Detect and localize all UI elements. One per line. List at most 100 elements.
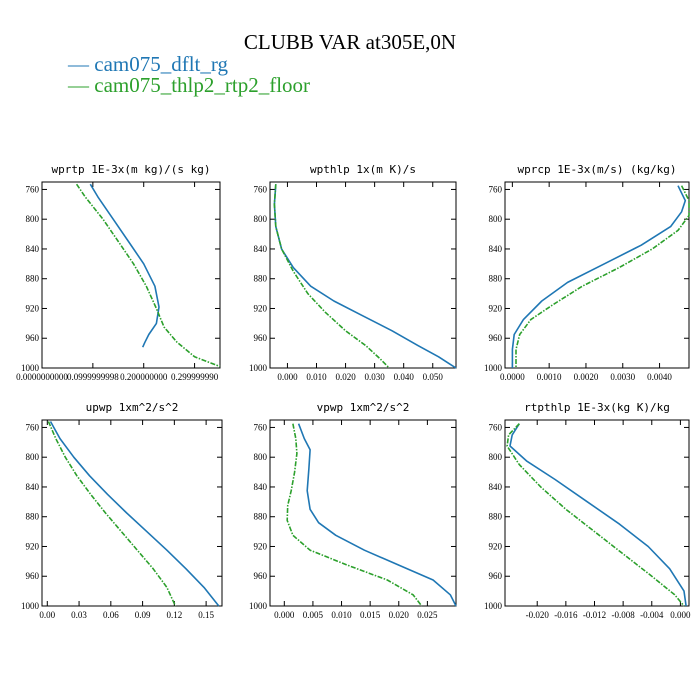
- y-tick-label: 1000: [484, 601, 503, 611]
- series-line-thlp2: [515, 185, 690, 368]
- y-tick-label: 960: [26, 333, 40, 343]
- figure-title: CLUBB VAR at305E,0N: [243, 30, 457, 54]
- plot-frame: [504, 181, 690, 369]
- y-tick-label: 880: [254, 512, 268, 522]
- y-tick-label: 760: [489, 422, 503, 432]
- y-tick-label: 1000: [484, 363, 503, 373]
- y-tick-label: 840: [254, 482, 268, 492]
- x-tick-label: 0.0040: [647, 372, 672, 382]
- legend-label: cam075_dflt_rg: [94, 52, 229, 76]
- panel-title: wprcp 1E-3x(m/s) (kg/kg): [518, 163, 677, 176]
- y-tick-label: 960: [489, 333, 503, 343]
- plot-frame: [41, 181, 221, 369]
- y-tick-label: 1000: [21, 363, 40, 373]
- y-tick-label: 880: [489, 512, 503, 522]
- y-tick-label: 760: [26, 184, 40, 194]
- x-tick-label: 0.030: [365, 372, 386, 382]
- y-tick-label: 840: [489, 482, 503, 492]
- series-line-thlp2: [47, 421, 177, 607]
- plot-frame: [269, 181, 457, 369]
- y-tick-label: 1000: [249, 363, 268, 373]
- x-tick-label: 0.025: [417, 610, 438, 620]
- y-tick-label: 800: [254, 452, 268, 462]
- x-tick-label: 0.0030: [610, 372, 635, 382]
- y-tick-label: 800: [254, 214, 268, 224]
- series-line-dflt: [49, 421, 220, 607]
- x-tick-label: 0.0999999998: [67, 372, 119, 382]
- y-tick-label: 840: [489, 244, 503, 254]
- x-tick-label: 0.020: [335, 372, 356, 382]
- panel-title: wprtp 1E-3x(m kg)/(s kg): [52, 163, 211, 176]
- y-tick-label: 840: [254, 244, 268, 254]
- y-tick-label: 880: [26, 274, 40, 284]
- y-tick-label: 880: [489, 274, 503, 284]
- y-tick-label: 960: [254, 333, 268, 343]
- x-tick-label: 0.299999990: [171, 372, 219, 382]
- series-line-thlp2: [273, 184, 390, 369]
- series-line-thlp2: [286, 423, 423, 607]
- series-line-dflt: [511, 185, 687, 368]
- x-tick-label: 0.12: [166, 610, 182, 620]
- x-tick-label: 0.03: [71, 610, 87, 620]
- y-tick-label: 920: [489, 541, 503, 551]
- x-tick-label: 0.015: [360, 610, 381, 620]
- y-tick-label: 760: [254, 184, 268, 194]
- x-tick-label: 0.06: [103, 610, 119, 620]
- y-tick-label: 920: [26, 303, 40, 313]
- x-tick-label: 0.005: [303, 610, 324, 620]
- legend-entry-dflt: — cam075_dflt_rg: [68, 52, 228, 77]
- legend-swatch: —: [68, 73, 95, 97]
- y-tick-label: 840: [26, 244, 40, 254]
- x-tick-label: 0.0010: [537, 372, 562, 382]
- x-tick-label: -0.008: [612, 610, 636, 620]
- y-tick-label: 760: [254, 422, 268, 432]
- x-tick-label: 0.000: [277, 372, 298, 382]
- y-tick-label: 800: [489, 452, 503, 462]
- x-tick-label: 0.000: [274, 610, 295, 620]
- plot-frame: [269, 419, 457, 607]
- panel-title: vpwp 1xm^2/s^2: [317, 401, 410, 414]
- y-tick-label: 1000: [21, 601, 40, 611]
- y-tick-label: 880: [26, 512, 40, 522]
- x-tick-label: 0.050: [423, 372, 444, 382]
- y-tick-label: 880: [254, 274, 268, 284]
- x-tick-label: 0.040: [394, 372, 415, 382]
- x-tick-label: 0.200000000: [120, 372, 168, 382]
- y-tick-label: 800: [26, 452, 40, 462]
- series-line-dflt: [509, 423, 687, 607]
- plot-frame: [41, 419, 223, 607]
- y-tick-label: 800: [26, 214, 40, 224]
- legend-entry-thlp2: — cam075_thlp2_rtp2_floor: [68, 73, 310, 98]
- plot-frame: [504, 419, 690, 607]
- y-tick-label: 960: [26, 571, 40, 581]
- series-line-thlp2: [75, 183, 221, 368]
- x-tick-label: 0.010: [306, 372, 327, 382]
- series-line-thlp2: [506, 423, 685, 607]
- x-tick-label: -0.012: [583, 610, 606, 620]
- y-tick-label: 920: [489, 303, 503, 313]
- y-tick-label: 920: [254, 303, 268, 313]
- x-tick-label: 0.09: [135, 610, 151, 620]
- y-tick-label: 760: [26, 422, 40, 432]
- y-tick-label: 800: [489, 214, 503, 224]
- x-tick-label: 0.00: [39, 610, 55, 620]
- series-line-dflt: [89, 183, 160, 348]
- x-tick-label: 0.15: [198, 610, 214, 620]
- x-tick-label: 0.020: [389, 610, 410, 620]
- y-tick-label: 1000: [249, 601, 268, 611]
- panel-title: rtpthlp 1E-3x(kg K)/kg: [524, 401, 670, 414]
- x-tick-label: -0.020: [526, 610, 550, 620]
- y-tick-label: 960: [489, 571, 503, 581]
- y-tick-label: 920: [26, 541, 40, 551]
- legend-label: cam075_thlp2_rtp2_floor: [94, 73, 311, 97]
- y-tick-label: 920: [254, 541, 268, 551]
- x-tick-label: -0.016: [554, 610, 578, 620]
- series-line-dflt: [273, 184, 457, 369]
- y-tick-label: 960: [254, 571, 268, 581]
- x-tick-label: -0.004: [640, 610, 664, 620]
- y-tick-label: 840: [26, 482, 40, 492]
- x-tick-label: 0.0000000000: [16, 372, 68, 382]
- x-tick-label: 0.0000: [500, 372, 525, 382]
- x-tick-label: 0.010: [331, 610, 352, 620]
